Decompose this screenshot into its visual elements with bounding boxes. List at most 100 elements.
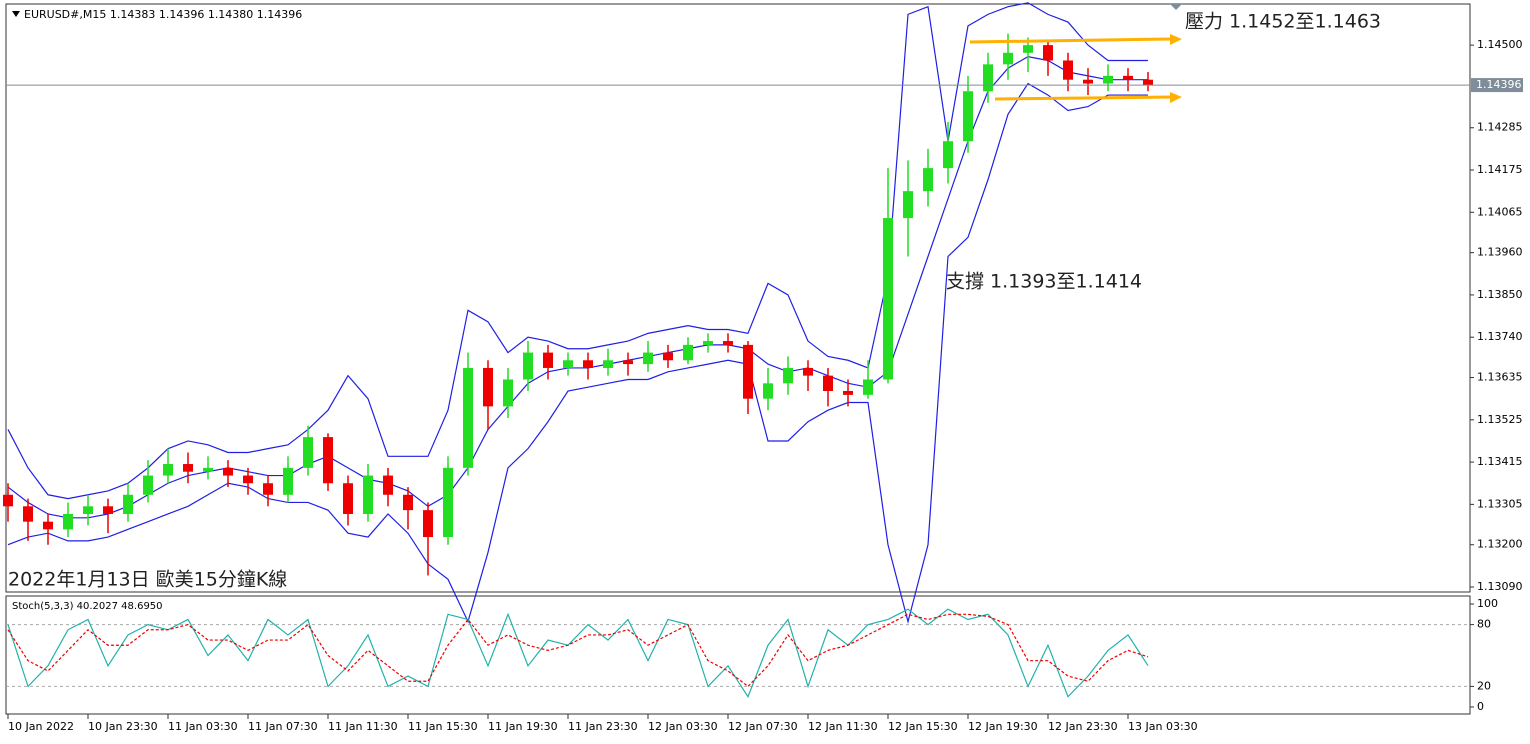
candle-body (83, 506, 93, 514)
candle-body (663, 352, 673, 361)
y-tick-label: 1.14285 (1477, 121, 1523, 134)
candle-body (143, 475, 153, 495)
y-tick-label: 100 (1477, 597, 1498, 610)
bollinger-band (7, 2, 1148, 500)
y-tick-label: 1.13740 (1477, 330, 1523, 343)
x-tick-label: 12 Jan 11:30 (808, 720, 878, 733)
candle-body (23, 506, 33, 522)
candle-body (743, 344, 753, 399)
bollinger-band (7, 56, 1148, 519)
candle-body (763, 383, 773, 399)
candle-body (1083, 79, 1093, 84)
candle-body (1103, 75, 1113, 84)
y-tick-label: 1.14175 (1477, 163, 1523, 176)
candle-body (843, 391, 853, 395)
chart-caption: 2022年1月13日 歐美15分鐘K線 (8, 569, 287, 591)
candle-body (303, 437, 313, 468)
stoch-line (7, 608, 1149, 699)
x-tick-label: 10 Jan 2022 (8, 720, 74, 733)
candle-body (723, 341, 733, 345)
candle-body (123, 494, 133, 514)
y-tick-label: 1.13415 (1477, 455, 1523, 468)
candle-body (1143, 79, 1153, 86)
candle-body (183, 464, 193, 472)
candle-body (903, 191, 913, 219)
candle-body (883, 218, 893, 380)
candle-body (1023, 45, 1033, 53)
candle-body (703, 341, 713, 345)
x-tick-label: 11 Jan 07:30 (248, 720, 318, 733)
candle-body (583, 360, 593, 368)
candle-body (503, 379, 513, 407)
candle-body (63, 513, 73, 530)
x-tick-label: 11 Jan 11:30 (328, 720, 398, 733)
candle-body (263, 483, 273, 495)
x-tick-label: 13 Jan 03:30 (1128, 720, 1198, 733)
candle-body (623, 360, 633, 365)
candle-body (483, 367, 493, 407)
candle-body (283, 467, 293, 495)
support-arrow-head (1170, 92, 1182, 103)
candle-body (423, 510, 433, 538)
y-tick-label: 1.13200 (1477, 538, 1523, 551)
candle-body (863, 379, 873, 395)
x-tick-label: 11 Jan 19:30 (488, 720, 558, 733)
stoch-panel (5, 595, 1471, 715)
price-panel (5, 3, 1471, 593)
candle-body (383, 475, 393, 495)
x-tick-label: 12 Jan 03:30 (648, 720, 718, 733)
candle-body (463, 367, 473, 468)
x-tick-label: 11 Jan 15:30 (408, 720, 478, 733)
resistance-arrow (969, 37, 1173, 44)
y-tick-label: 1.13525 (1477, 413, 1523, 426)
candle-body (1063, 60, 1073, 80)
y-tick-label: 1.13305 (1477, 497, 1523, 510)
y-tick-label: 0 (1477, 700, 1484, 713)
y-tick-label: 1.13635 (1477, 371, 1523, 384)
stoch-line (7, 613, 1149, 688)
candle-body (643, 352, 653, 365)
chart-header: EURUSD#,M15 1.14383 1.14396 1.14380 1.14… (24, 8, 302, 21)
candle-body (923, 168, 933, 192)
candle-body (603, 360, 613, 368)
y-tick-label: 1.14065 (1477, 205, 1523, 218)
candle-body (403, 494, 413, 511)
candle-body (343, 483, 353, 514)
candle-body (3, 494, 13, 507)
x-tick-label: 12 Jan 19:30 (968, 720, 1038, 733)
candle-body (163, 464, 173, 476)
y-tick-label: 20 (1477, 679, 1491, 692)
candle-body (963, 91, 973, 142)
resistance-arrow-head (1170, 34, 1182, 45)
candle-body (803, 367, 813, 376)
y-tick-label: 1.13960 (1477, 246, 1523, 259)
support-arrow (994, 95, 1173, 101)
candle-body (563, 360, 573, 368)
x-tick-label: 11 Jan 03:30 (168, 720, 238, 733)
candle-body (543, 352, 553, 368)
candle-body (983, 64, 993, 92)
candle-body (223, 467, 233, 476)
support-annotation: 支撐 1.1393至1.1414 (946, 271, 1142, 293)
candle-body (203, 467, 213, 472)
candle-body (823, 375, 833, 392)
x-tick-label: 12 Jan 07:30 (728, 720, 798, 733)
candle-body (1123, 75, 1133, 80)
candle-body (243, 475, 253, 484)
x-tick-label: 12 Jan 23:30 (1048, 720, 1118, 733)
candle-body (943, 141, 953, 169)
y-tick-label: 1.13850 (1477, 288, 1523, 301)
candle-body (1043, 45, 1053, 61)
last-price-label: 1.14396 (1476, 78, 1522, 91)
x-tick-label: 10 Jan 23:30 (88, 720, 158, 733)
candle-body (43, 521, 53, 530)
candle-body (363, 475, 373, 514)
shift-marker (1170, 4, 1182, 10)
y-tick-label: 1.14500 (1477, 38, 1523, 51)
last-price-box (1471, 78, 1523, 93)
candle-body (683, 344, 693, 361)
resistance-annotation: 壓力 1.1452至1.1463 (1185, 11, 1381, 33)
stoch-title: Stoch(5,3,3) 40.2027 48.6950 (12, 601, 163, 612)
